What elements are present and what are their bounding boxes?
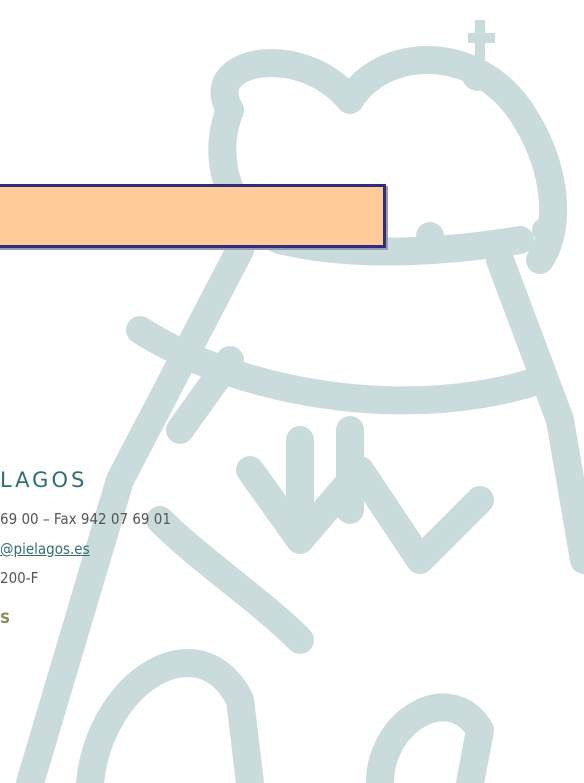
page: {"letterhead": {"name": "LAGOS", "phone_… (0, 0, 584, 783)
footer-mark: S (0, 611, 10, 627)
email-link[interactable]: @pielagos.es (0, 540, 90, 558)
cif: 200-F (0, 569, 38, 587)
watermark-crest (0, 0, 584, 783)
highlight-box (0, 184, 386, 248)
institution-name: LAGOS (0, 468, 87, 492)
phone-fax: 69 00 – Fax 942 07 69 01 (0, 510, 171, 528)
